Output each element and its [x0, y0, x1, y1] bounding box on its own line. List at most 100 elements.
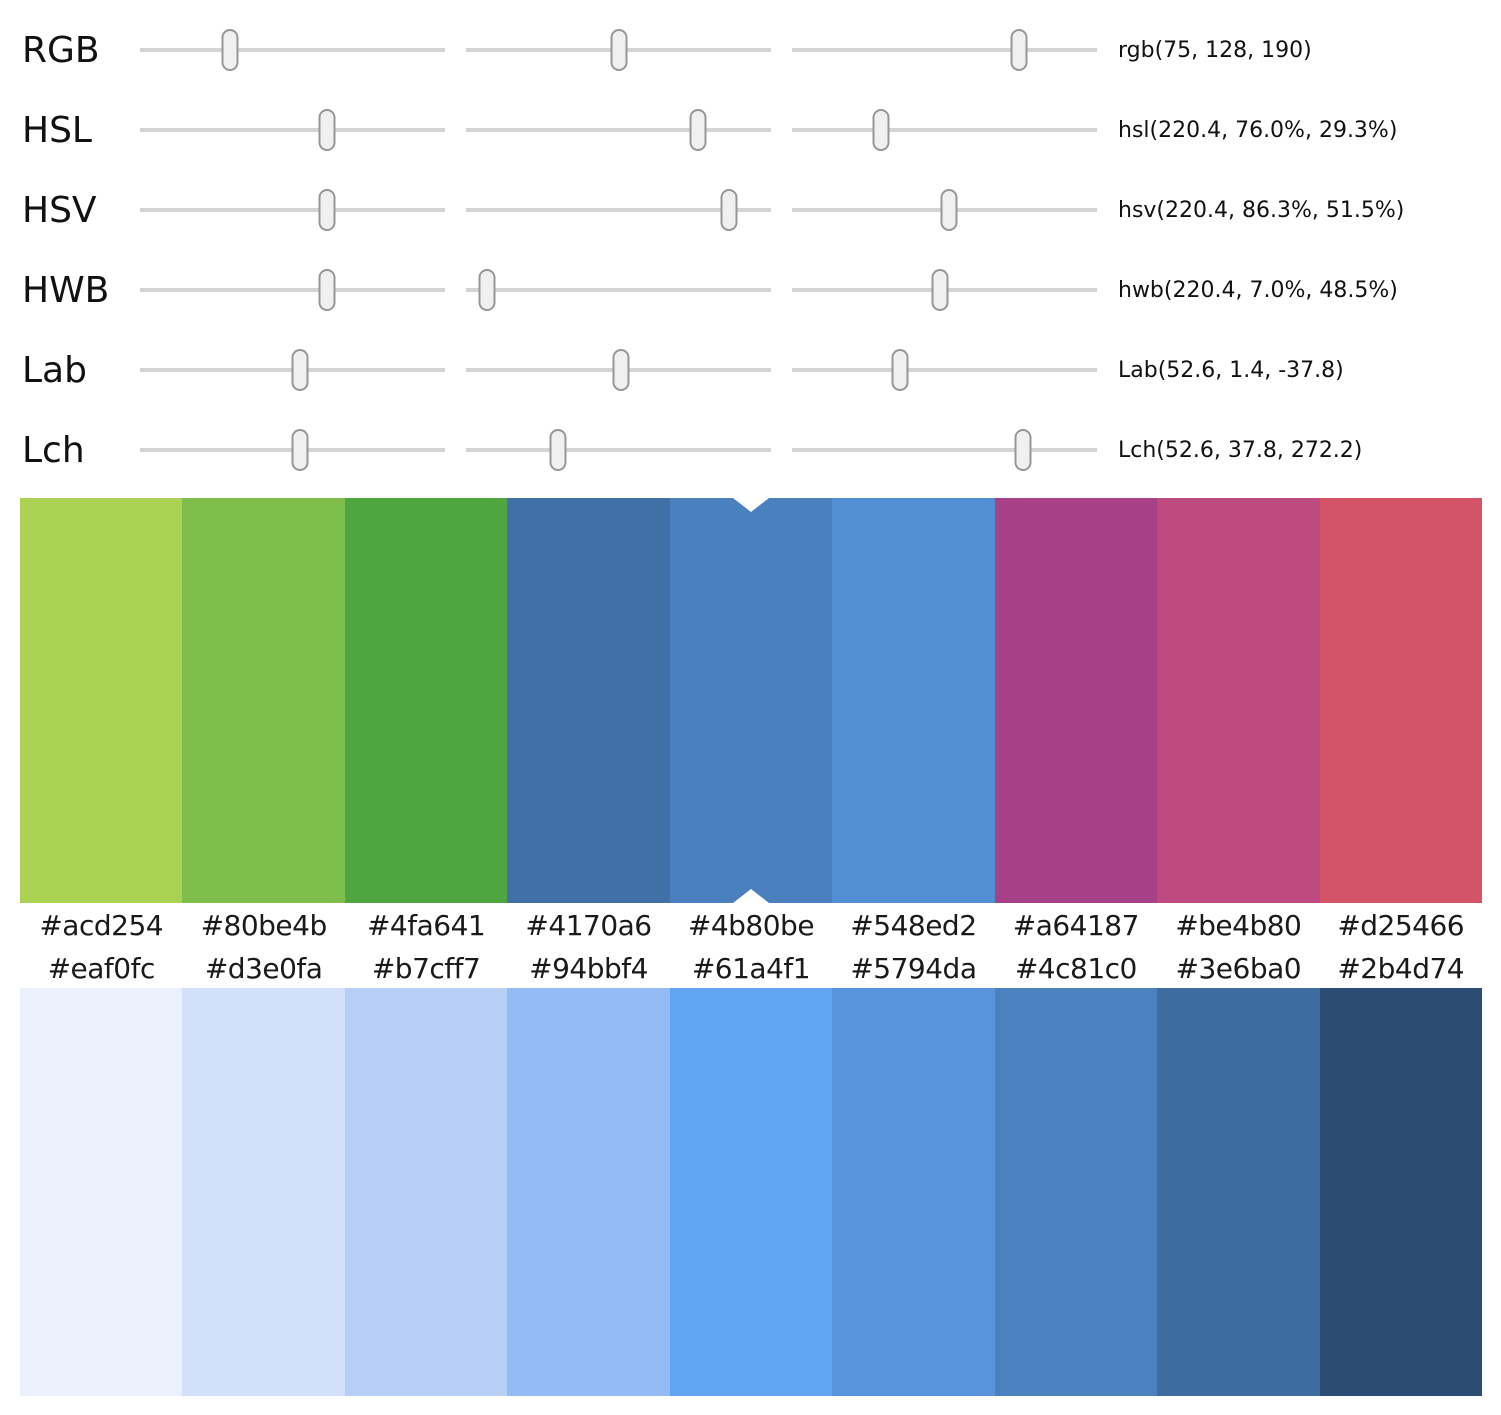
slider-row: HSL hsl(220.4, 76.0%, 29.3%) [0, 90, 1501, 170]
slider-row: HWB hwb(220.4, 7.0%, 48.5%) [0, 250, 1501, 330]
slider-handle[interactable] [610, 29, 628, 71]
hex-label: #acd254 [39, 909, 164, 942]
palette-swatch[interactable] [182, 988, 345, 1396]
palette-swatch[interactable] [20, 498, 183, 903]
slider-track-1[interactable] [140, 107, 445, 153]
hex-label: #548ed2 [850, 909, 977, 942]
palette-swatch[interactable] [344, 498, 508, 903]
hex-labels-top: #acd254 #80be4b #4fa641 #4170a6 #4b80be #548e… [20, 903, 1482, 948]
slider-track-line [466, 448, 771, 452]
slider-handle[interactable] [221, 29, 239, 71]
slider-track-2[interactable] [466, 267, 771, 313]
slider-track-3[interactable] [792, 267, 1097, 313]
palette-swatch[interactable] [669, 498, 833, 903]
slider-value-readout: Lab(52.6, 1.4, -37.8) [1118, 357, 1344, 383]
hex-label: #4c81c0 [1014, 951, 1138, 985]
slider-handle[interactable] [291, 429, 309, 471]
slider-track-3[interactable] [792, 427, 1097, 473]
palette-bottom [20, 988, 1482, 1396]
slider-handle[interactable] [291, 349, 309, 391]
palette-swatch[interactable] [994, 988, 1158, 1396]
hex-label: #4fa641 [366, 909, 486, 942]
slider-handle[interactable] [478, 269, 496, 311]
slider-row-label: HSL [22, 109, 92, 151]
slider-handle[interactable] [1010, 29, 1028, 71]
slider-track-line [140, 128, 445, 132]
slider-track-2[interactable] [466, 347, 771, 393]
slider-value-readout: Lch(52.6, 37.8, 272.2) [1118, 437, 1363, 463]
slider-track-line [140, 288, 445, 292]
palette-swatch[interactable] [1157, 988, 1320, 1396]
slider-track-line [466, 288, 771, 292]
slider-track-1[interactable] [140, 347, 445, 393]
hex-label: #b7cff7 [371, 951, 481, 985]
hex-label: #94bbf4 [529, 951, 648, 985]
palette-swatch[interactable] [507, 988, 670, 1396]
hex-label: #2b4d74 [1337, 951, 1465, 985]
slider-handle[interactable] [1014, 429, 1032, 471]
slider-row: HSV hsv(220.4, 86.3%, 51.5%) [0, 170, 1501, 250]
slider-track-3[interactable] [792, 107, 1097, 153]
palette-swatch[interactable] [669, 988, 833, 1396]
hex-label: #d25466 [1337, 909, 1465, 942]
slider-row-label: HSV [22, 189, 97, 231]
palette-swatch[interactable] [20, 988, 183, 1396]
palette-swatch[interactable] [182, 498, 345, 903]
slider-handle[interactable] [872, 109, 890, 151]
palette-swatch[interactable] [994, 498, 1158, 903]
palette-swatch[interactable] [507, 498, 670, 903]
slider-track-1[interactable] [140, 427, 445, 473]
slider-track-3[interactable] [792, 187, 1097, 233]
slider-handle[interactable] [689, 109, 707, 151]
hex-label: #4b80be [687, 909, 815, 942]
slider-track-line [466, 128, 771, 132]
slider-value-readout: hsl(220.4, 76.0%, 29.3%) [1118, 117, 1398, 143]
slider-row-label: HWB [22, 269, 110, 311]
hex-label: #5794da [850, 951, 977, 985]
slider-handle[interactable] [940, 189, 958, 231]
slider-track-line [792, 48, 1097, 52]
slider-track-1[interactable] [140, 267, 445, 313]
slider-track-1[interactable] [140, 27, 445, 73]
slider-track-line [140, 208, 445, 212]
hex-labels-bottom: #eaf0fc #d3e0fa #b7cff7 #94bbf4 #61a4f1 #5794… [20, 948, 1482, 988]
hex-label: #80be4b [200, 909, 328, 942]
slider-handle[interactable] [318, 109, 336, 151]
slider-handle[interactable] [891, 349, 909, 391]
slider-track-3[interactable] [792, 27, 1097, 73]
palette-swatch[interactable] [832, 498, 995, 903]
slider-value-readout: rgb(75, 128, 190) [1118, 37, 1312, 63]
slider-track-line [792, 128, 1097, 132]
palette-swatch[interactable] [344, 988, 508, 1396]
slider-handle[interactable] [318, 269, 336, 311]
slider-track-line [792, 448, 1097, 452]
hex-label: #eaf0fc [47, 951, 156, 985]
slider-handle[interactable] [931, 269, 949, 311]
hex-label: #4170a6 [525, 909, 652, 942]
slider-track-2[interactable] [466, 107, 771, 153]
slider-track-2[interactable] [466, 187, 771, 233]
slider-handle[interactable] [612, 349, 630, 391]
slider-handle[interactable] [549, 429, 566, 471]
slider-row: RGB rgb(75, 128, 190) [0, 10, 1501, 90]
hex-label: #be4b80 [1175, 909, 1302, 942]
slider-row: Lch Lch(52.6, 37.8, 272.2) [0, 410, 1501, 490]
slider-handle[interactable] [720, 189, 738, 231]
palette-swatch[interactable] [1157, 498, 1320, 903]
palette-swatch[interactable] [1319, 498, 1482, 903]
slider-track-line [466, 208, 771, 212]
slider-row-label: RGB [22, 29, 100, 71]
palette-swatch[interactable] [1319, 988, 1482, 1396]
slider-track-line [140, 48, 445, 52]
slider-handle[interactable] [318, 189, 336, 231]
slider-track-2[interactable] [466, 427, 771, 473]
slider-track-1[interactable] [140, 187, 445, 233]
hex-label: #d3e0fa [204, 951, 323, 985]
palette-top [20, 498, 1482, 903]
palette-swatch[interactable] [832, 988, 995, 1396]
slider-track-3[interactable] [792, 347, 1097, 393]
hex-label: #3e6ba0 [1175, 951, 1302, 985]
slider-track-2[interactable] [466, 27, 771, 73]
slider-row-label: Lab [22, 349, 87, 391]
slider-panel: RGB rgb(75, 128, 190) HSL hsl(220.4, [0, 0, 1501, 498]
